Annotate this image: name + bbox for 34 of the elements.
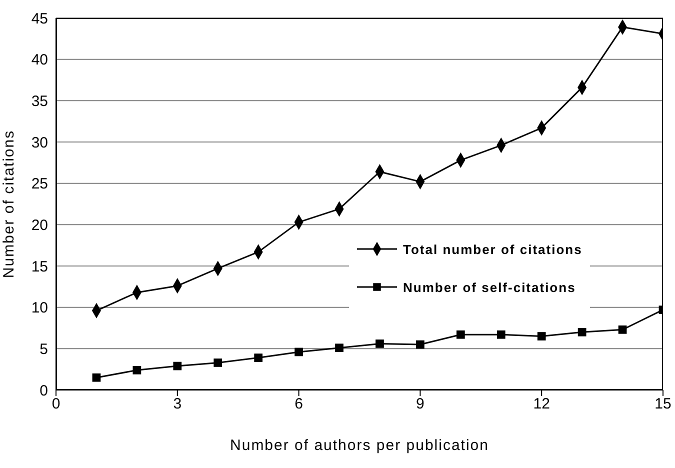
- legend-label: Number of self-citations: [403, 280, 576, 294]
- y-tick-label: 30: [31, 134, 48, 152]
- point: [92, 373, 101, 382]
- x-axis-title: Number of authors per publication: [230, 437, 489, 454]
- x-tick-label: 12: [533, 396, 550, 413]
- point: [496, 330, 506, 339]
- y-tick-label: 40: [31, 52, 48, 69]
- point: [214, 358, 222, 367]
- x-tick-label: 3: [173, 396, 182, 413]
- point: [416, 340, 424, 349]
- point: [578, 328, 586, 336]
- point: [294, 348, 303, 356]
- y-tick-label: 25: [31, 176, 48, 193]
- y-tick-label: 15: [31, 258, 48, 276]
- x-tick-label: 9: [416, 396, 424, 413]
- y-tick-label: 10: [31, 300, 48, 317]
- point: [618, 325, 627, 334]
- point: [376, 340, 384, 348]
- point: [335, 344, 344, 352]
- y-axis-title: Number of citations: [0, 130, 18, 278]
- y-tick-label: 45: [31, 10, 48, 28]
- x-tick-label: 6: [294, 396, 303, 413]
- point: [173, 362, 182, 370]
- y-tick-label: 20: [31, 216, 48, 234]
- x-tick-label: 0: [52, 396, 60, 413]
- x-tick-label: 15: [654, 396, 672, 413]
- y-tick-label: 5: [40, 340, 48, 358]
- legend-label: Total number of citations: [403, 242, 582, 256]
- point: [132, 366, 142, 374]
- point: [254, 354, 263, 362]
- point: [456, 330, 465, 339]
- point: [537, 332, 546, 340]
- y-tick-label: 35: [31, 92, 48, 110]
- y-tick-label: 0: [40, 382, 48, 400]
